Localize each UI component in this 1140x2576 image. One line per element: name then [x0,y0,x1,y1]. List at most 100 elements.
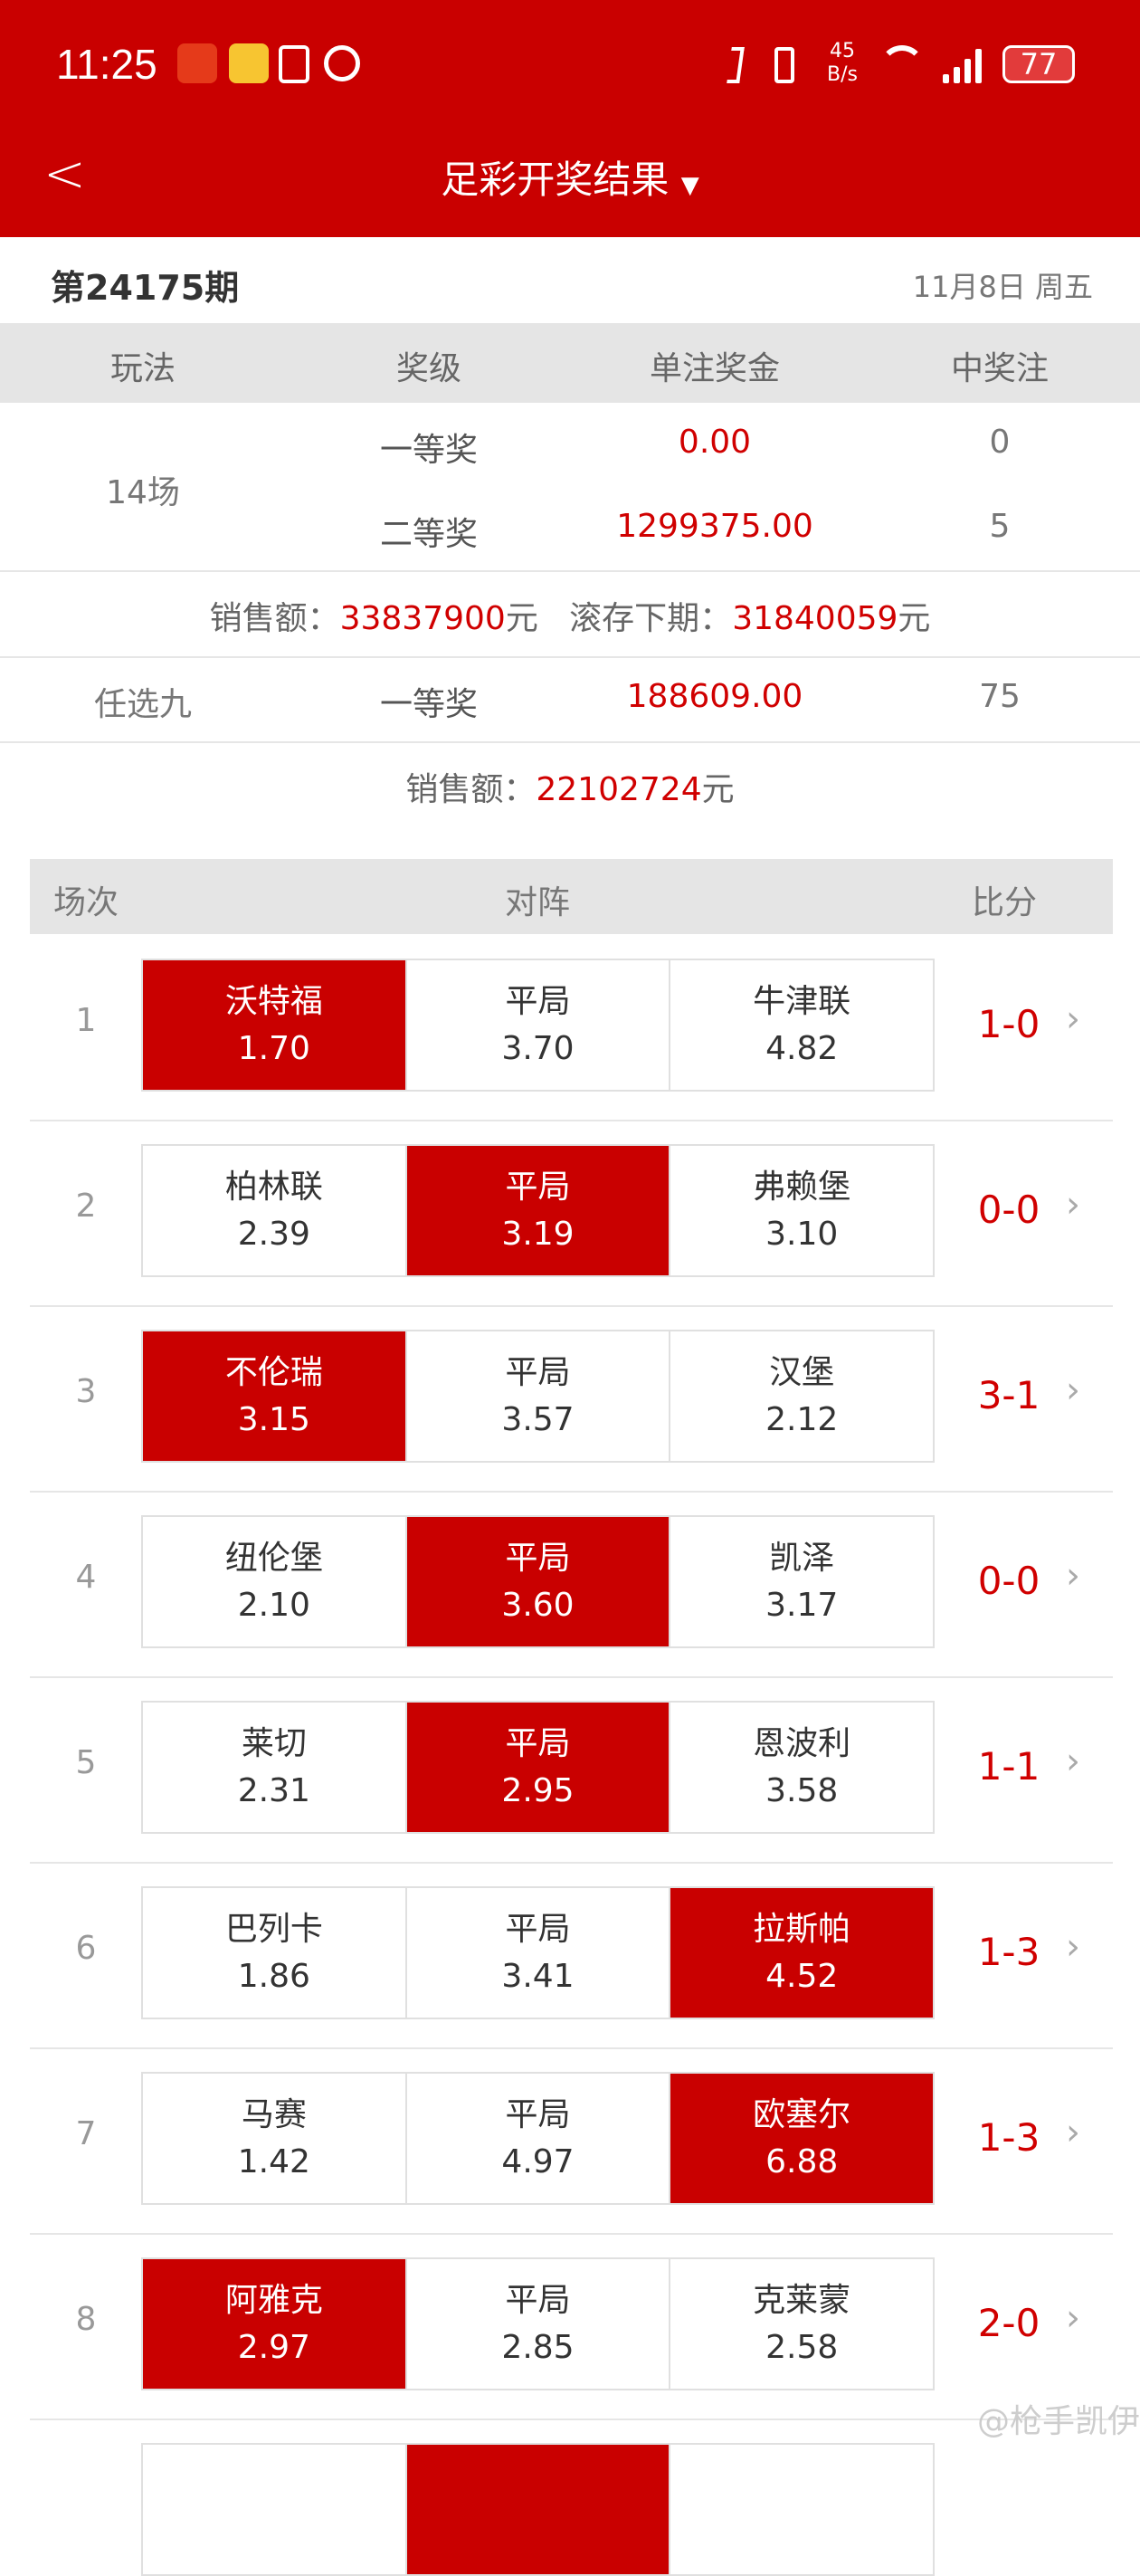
vibrate-icon [774,47,794,83]
battery-icon: 77 [1002,45,1075,83]
home-cell[interactable]: 纽伦堡 2.10 [143,1517,407,1646]
draw-label: 平局 [505,1725,571,1762]
match-score: 1-3 [977,1930,1040,1974]
match-score: 1-0 [977,1002,1040,1046]
divider [0,656,1140,658]
match-score: 2-0 [977,2301,1040,2345]
match-row[interactable]: 柏林联 2.39 平局 3.19 弗赖堡 3.10 [141,1144,935,1277]
match-index: 5 [75,1744,97,1781]
game14-name: 14场 [106,474,180,511]
match-row[interactable]: 纽伦堡 2.10 平局 3.60 凯泽 3.17 [141,1515,935,1648]
chevron-right-icon[interactable]: › [1066,1741,1080,1782]
match-index: 3 [75,1373,97,1410]
away-cell[interactable] [670,2445,933,2574]
away-team: 欧塞尔 [753,2096,851,2133]
home-cell[interactable]: 沃特福 1.70 [143,960,407,1090]
draw-cell[interactable]: 平局 2.85 [407,2259,671,2389]
draw-cell[interactable]: 平局 3.70 [407,960,671,1090]
home-cell[interactable]: 不伦瑞 3.15 [143,1331,407,1461]
away-team: 克莱蒙 [753,2282,851,2319]
home-cell[interactable]: 巴列卡 1.86 [143,1888,407,2018]
chevron-right-icon[interactable]: › [1066,998,1080,1040]
match-row[interactable]: 不伦瑞 3.15 平局 3.57 汉堡 2.12 [141,1330,935,1463]
chevron-right-icon[interactable]: › [1066,2297,1080,2339]
chevron-right-icon[interactable]: › [1066,2112,1080,2153]
header: 11:25 45 B/s 77 < 足彩开奖结果 ▼ [0,0,1140,237]
caret-down-icon: ▼ [680,172,699,199]
draw-odds: 4.97 [501,2143,575,2180]
match-row[interactable]: 沃特福 1.70 平局 3.70 牛津联 4.82 [141,959,935,1092]
home-cell[interactable]: 阿雅克 2.97 [143,2259,407,2389]
away-cell[interactable]: 恩波利 3.58 [670,1703,933,1832]
game9-sales: 销售额：22102724元 [0,763,1140,810]
away-cell[interactable]: 欧塞尔 6.88 [670,2074,934,2203]
match-score: 3-1 [977,1373,1040,1417]
away-team: 牛津联 [753,983,851,1020]
chevron-right-icon[interactable]: › [1066,1926,1080,1968]
draw-cell[interactable]: 平局 3.57 [407,1331,671,1461]
prize-level: 二等奖 [379,516,478,553]
prize-count: 0 [989,424,1011,461]
back-button[interactable]: < [43,145,86,204]
away-cell[interactable]: 弗赖堡 3.10 [670,1146,933,1275]
prize-level: 一等奖 [379,432,478,469]
divider [30,2047,1113,2049]
signal-icon [943,49,988,83]
draw-odds: 2.95 [501,1772,575,1809]
draw-odds: 2.85 [501,2329,575,2366]
draw-cell[interactable]: 平局 3.19 [406,1146,671,1275]
match-row-partial[interactable] [141,2443,935,2576]
sales-value: 33837900 [339,600,506,637]
match-score: 0-0 [977,1188,1040,1232]
match-row[interactable]: 莱切 2.31 平局 2.95 恩波利 3.58 [141,1701,935,1834]
home-cell[interactable]: 莱切 2.31 [143,1703,407,1832]
home-cell[interactable]: 柏林联 2.39 [143,1146,407,1275]
away-cell[interactable]: 拉斯帕 4.52 [670,1888,934,2018]
away-cell[interactable]: 汉堡 2.12 [670,1331,933,1461]
draw-cell[interactable]: 平局 3.60 [406,1517,671,1646]
draw-label: 平局 [505,1911,571,1948]
chevron-right-icon[interactable]: › [1066,1555,1080,1597]
home-team: 纽伦堡 [224,1540,323,1577]
away-odds: 4.82 [765,1030,839,1067]
home-cell[interactable]: 马赛 1.42 [143,2074,407,2203]
home-team: 沃特福 [224,983,323,1020]
draw-label: 平局 [505,1354,571,1391]
away-team: 恩波利 [753,1725,851,1762]
draw-label: 平局 [505,2282,571,2319]
home-team: 莱切 [241,1725,307,1762]
page-title: 足彩开奖结果 [441,157,670,202]
away-team: 弗赖堡 [753,1169,851,1206]
away-cell[interactable]: 凯泽 3.17 [670,1517,933,1646]
chevron-right-icon[interactable]: › [1066,1184,1080,1226]
page-title-dropdown[interactable]: 足彩开奖结果 ▼ [0,149,1140,205]
divider [30,1491,1113,1493]
sales-label: 销售额： [405,771,537,808]
draw-cell[interactable]: 平局 4.97 [407,2074,671,2203]
home-odds: 3.15 [237,1401,310,1438]
match-row[interactable]: 马赛 1.42 平局 4.97 欧塞尔 6.88 [141,2072,935,2205]
prize-level: 一等奖 [379,686,478,723]
chevron-right-icon[interactable]: › [1066,1369,1080,1411]
away-team: 凯泽 [769,1540,835,1577]
bluetooth-icon [727,47,745,83]
header-amount: 单注奖金 [649,350,780,387]
away-cell[interactable]: 克莱蒙 2.58 [670,2259,933,2389]
watermark: @枪手凯伊 [977,2403,1140,2440]
draw-label: 平局 [505,983,571,1020]
draw-cell[interactable]: 平局 2.95 [406,1703,671,1832]
home-team: 柏林联 [224,1169,323,1206]
draw-cell[interactable] [406,2445,671,2574]
home-odds: 1.42 [237,2143,310,2180]
network-speed: 45 B/s [822,40,863,87]
away-cell[interactable]: 牛津联 4.82 [670,960,933,1090]
match-index: 4 [75,1559,97,1596]
match-row[interactable]: 阿雅克 2.97 平局 2.85 克莱蒙 2.58 [141,2257,935,2390]
speed-unit: B/s [827,63,858,86]
draw-label: 平局 [505,1169,571,1206]
draw-odds: 3.70 [501,1030,575,1067]
draw-cell[interactable]: 平局 3.41 [407,1888,671,2018]
match-row[interactable]: 巴列卡 1.86 平局 3.41 拉斯帕 4.52 [141,1886,935,2019]
home-odds: 2.97 [237,2329,310,2366]
home-cell[interactable] [143,2445,407,2574]
